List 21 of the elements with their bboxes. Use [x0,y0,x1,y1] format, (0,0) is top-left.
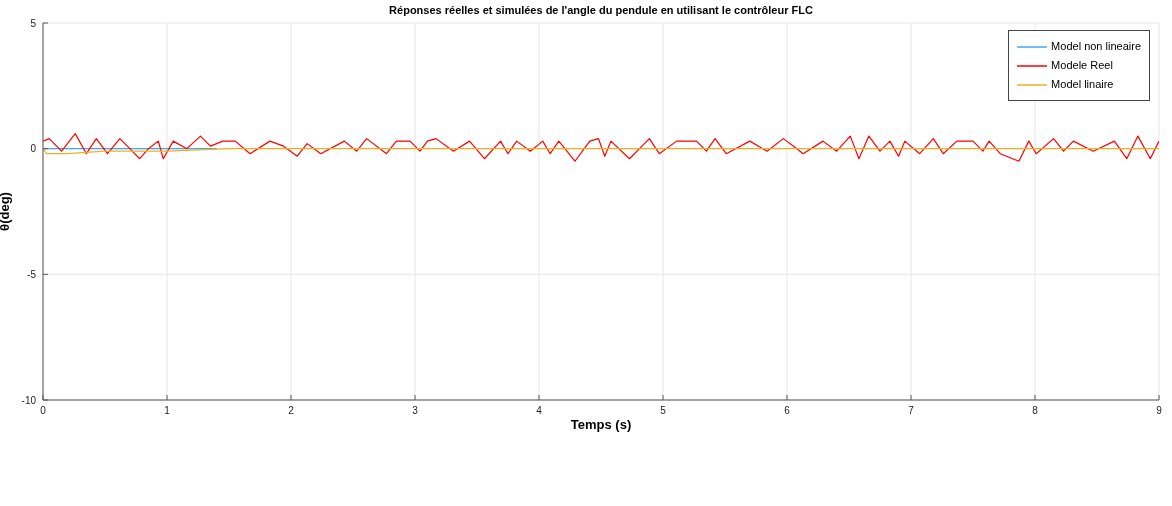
y-tick-label: -10 [21,394,37,406]
x-tick-label: 9 [1156,405,1163,417]
x-tick-label: 0 [40,405,47,417]
x-tick-label: 7 [908,405,915,417]
legend-label: Modele Reel [1051,58,1113,73]
y-tick-label: 0 [30,143,37,155]
x-tick-label: 8 [1032,405,1039,417]
y-tick-label: 5 [30,17,37,29]
y-tick-label: -5 [27,268,37,280]
x-tick-label: 6 [784,405,791,417]
chart-title: Réponses réelles et simulées de l'angle du pendule en utilisant le contrôleur FLC [388,4,814,16]
x-tick-label: 5 [660,405,667,417]
x-tick-label: 2 [288,405,295,417]
y-axis-title: θ(deg) [0,192,12,231]
x-tick-label: 4 [536,405,543,417]
x-tick-label: 1 [164,405,171,417]
x-tick-label: 3 [412,405,419,417]
x-axis-title: Temps (s) [570,417,632,432]
legend-label: Model non lineaire [1051,39,1141,54]
legend-label: Model linaire [1051,77,1114,92]
line-series [43,132,1159,162]
